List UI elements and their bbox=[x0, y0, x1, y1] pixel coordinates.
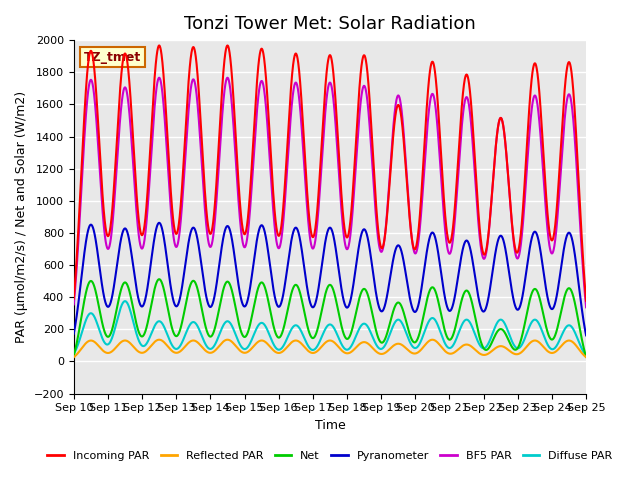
Legend: Incoming PAR, Reflected PAR, Net, Pyranometer, BF5 PAR, Diffuse PAR: Incoming PAR, Reflected PAR, Net, Pyrano… bbox=[43, 447, 617, 466]
X-axis label: Time: Time bbox=[315, 419, 346, 432]
Title: Tonzi Tower Met: Solar Radiation: Tonzi Tower Met: Solar Radiation bbox=[184, 15, 476, 33]
Y-axis label: PAR (μmol/m2/s) / Net and Solar (W/m2): PAR (μmol/m2/s) / Net and Solar (W/m2) bbox=[15, 91, 28, 343]
Text: TZ_tmet: TZ_tmet bbox=[84, 51, 141, 64]
